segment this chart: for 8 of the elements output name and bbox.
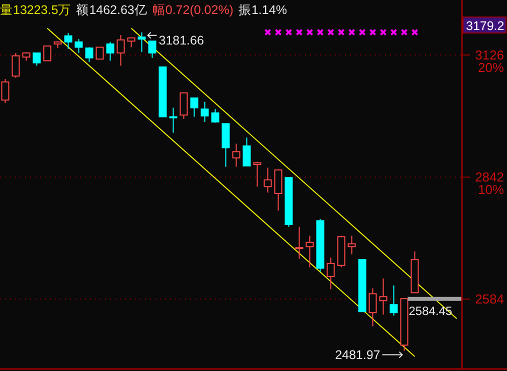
axis-value-box: 3179.2 [462, 16, 506, 34]
annotation: 2481.97 [335, 348, 380, 362]
y2-tick-label: 10% [478, 182, 504, 198]
y-tick-label: 2842 [475, 170, 504, 185]
y-tick-label: 2584 [475, 292, 504, 307]
y2-tick-label: 20% [478, 60, 504, 75]
annotation: 3181.66 [158, 33, 204, 48]
y-tick-label: 3126 [475, 48, 504, 62]
